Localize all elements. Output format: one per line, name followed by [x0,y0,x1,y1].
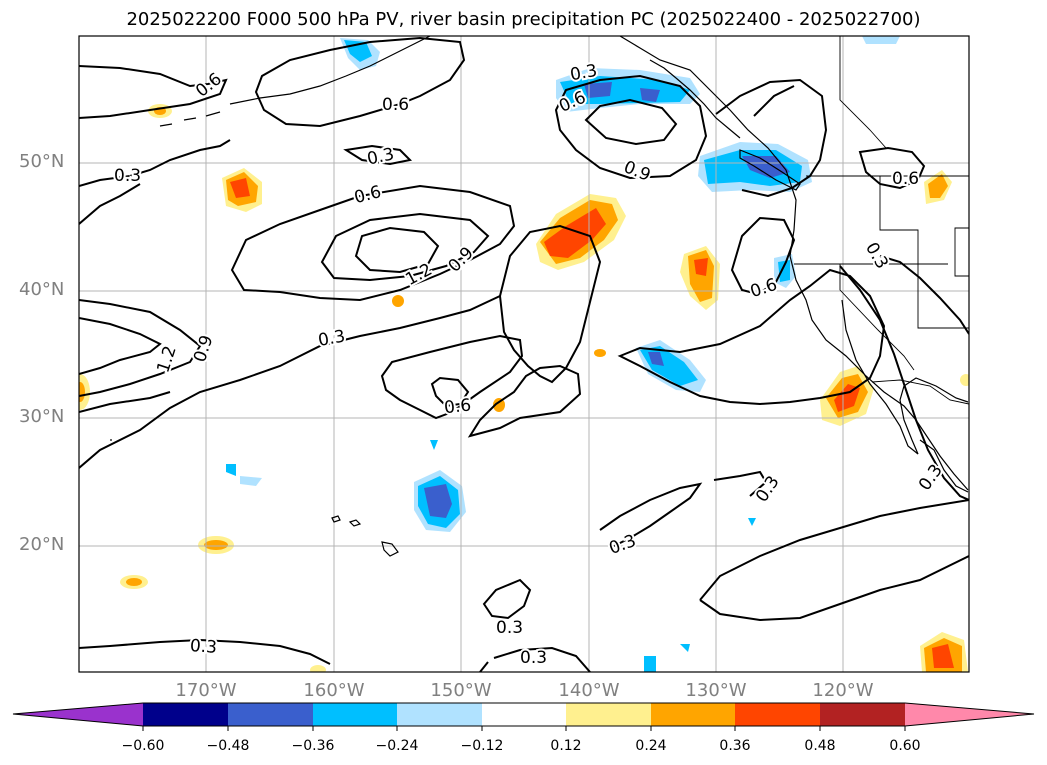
colorbar-seg [820,703,905,726]
positive-anomaly-baja [820,366,874,426]
contour-label: 0.3 [520,648,547,668]
colorbar [12,702,1035,731]
lon-label-140w: 140°W [558,680,620,701]
contour-label: 0.6 [382,95,409,115]
contour-label: 0.3 [365,144,396,169]
contour-label: 1.2 [402,260,435,290]
lon-label-120w: 120°W [812,680,874,701]
colorbar-seg [735,703,820,726]
colorbar-tick-label: −0.24 [375,738,419,754]
positive-anomaly-small [79,104,969,672]
negative-anomaly-hawaii [414,470,466,532]
colorbar-seg [397,703,482,726]
contour-label: 0.9 [190,333,217,365]
colorbar-neg-extend [13,703,143,726]
contour-label: 0.6 [192,69,226,101]
lat-label-50n: 50°N [19,151,65,172]
lon-label-150w: 150°W [430,680,492,701]
positive-anomaly-mexico [920,632,968,672]
positive-anomaly-central [680,246,720,310]
shading-layer [79,36,969,672]
colorbar-tick-label: −0.36 [291,738,335,754]
colorbar-tick-label: 0.12 [550,738,582,754]
colorbar-tick-label: 0.60 [889,738,921,754]
colorbar-pos-extend [905,703,1034,726]
contour-label: 0.3 [861,239,892,272]
lon-label-170w: 170°W [175,680,237,701]
colorbar-tick-label: −0.60 [121,738,165,754]
colorbar-tick-label: 0.48 [804,738,836,754]
colorbar-tick-label: −0.48 [206,738,250,754]
colorbar-seg [566,703,651,726]
colorbar-tick-label: 0.24 [635,738,667,754]
map-plot-area [79,36,969,672]
contour-label: 0.3 [317,327,347,351]
positive-anomaly-west [222,168,262,212]
lat-label-30n: 30°N [19,406,65,427]
contour-label: 0.6 [892,169,919,189]
colorbar-seg [313,703,397,726]
colorbar-tick-label: 0.36 [719,738,751,754]
contour-label: 0.9 [621,157,654,186]
negative-anomaly-small [226,36,900,672]
contour-label: 1.2 [153,343,180,375]
negative-anomaly-subtropic [636,340,706,392]
contour-label: 0.3 [189,636,217,658]
map-frame [78,35,970,673]
contour-label: 0.3 [496,618,523,638]
negative-anomaly-alaska [340,38,380,70]
contour-label: 0.6 [352,182,383,208]
coastlines [110,36,969,557]
contour-label: 0.6 [443,395,472,418]
positive-anomaly-idaho [924,170,952,204]
contour-label: 0.9 [445,243,478,276]
lon-label-160w: 160°W [303,680,365,701]
pv-contours [79,36,969,672]
lat-label-20n: 20°N [19,534,65,555]
map-title: 2025022200 F000 500 hPa PV, river basin … [126,9,921,30]
colorbar-seg [651,703,735,726]
contour-label: 0.3 [114,166,141,186]
lon-label-130w: 130°W [685,680,747,701]
negative-anomaly-california [774,254,796,288]
colorbar-tick-label: −0.12 [460,738,504,754]
colorbar-seg [482,703,566,726]
lat-label-40n: 40°N [19,279,65,300]
colorbar-seg [143,703,228,726]
contour-label: 0.3 [752,472,784,506]
political-borders [794,36,969,405]
colorbar-seg [228,703,313,726]
